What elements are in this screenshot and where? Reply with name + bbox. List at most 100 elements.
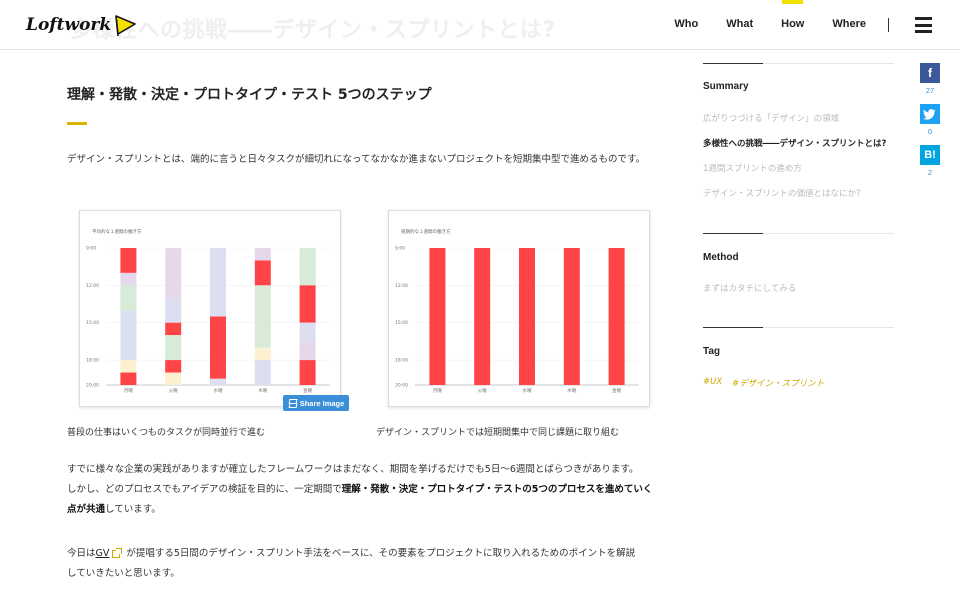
nav-how[interactable]: How [781, 0, 804, 50]
twitter-bird-icon [923, 109, 936, 120]
summary-item-active[interactable]: 多様性への挑戦――デザイン・スプリントとは? [703, 139, 887, 149]
text-span: 今日は [67, 548, 96, 559]
text-span: しています。 [105, 504, 161, 515]
bar-segment [254, 360, 271, 385]
bar-segment [254, 248, 271, 261]
nav-where[interactable]: Where [832, 18, 866, 30]
bar-segment [254, 347, 271, 361]
bar-segment [608, 248, 625, 385]
method-heading: Method [703, 252, 739, 263]
x-tick-label: 金曜 [612, 387, 621, 394]
nav-divider [888, 18, 889, 32]
y-tick-label: 20:00 [86, 383, 99, 389]
title-underline [67, 122, 87, 125]
bar-segment [210, 316, 226, 379]
bar-segment [563, 248, 580, 385]
share-image-button[interactable]: Share Image [283, 395, 349, 411]
social-facebook: f 27 [920, 63, 940, 95]
bar-segment [299, 322, 316, 342]
y-tick-label: 15:00 [395, 320, 408, 326]
bar-segment [165, 297, 182, 323]
tag-design-sprint[interactable]: #デザイン・スプリント [732, 379, 825, 389]
hamburger-menu-icon[interactable] [915, 17, 932, 33]
hatena-bookmark-icon[interactable]: B! [920, 145, 940, 165]
bar-segment [254, 285, 271, 348]
bar-segment [210, 378, 226, 385]
bar-segment [165, 248, 182, 298]
bar-segment [120, 285, 137, 311]
bar-segment [165, 372, 182, 385]
bar-segment [519, 248, 535, 385]
bar-segment [429, 248, 446, 385]
bar-segment [165, 335, 182, 361]
x-tick-label: 水曜 [214, 387, 223, 394]
method-item[interactable]: まずはカタチにしてみる [703, 284, 797, 294]
figure-caption-1: 普段の仕事はいくつものタスクが同時並行で進む [67, 428, 266, 438]
layers-icon [288, 399, 296, 407]
facebook-count: 27 [925, 86, 935, 95]
bar-segment [165, 322, 182, 336]
bar-segment [210, 248, 226, 317]
y-tick-label: 9:00 [395, 246, 405, 252]
site-header: 多様性への挑戦――デザイン・スプリントとは? Loftwork Who What… [0, 0, 960, 50]
sidebar-divider [703, 327, 894, 328]
bar-segment [299, 360, 316, 385]
bar-segment [254, 260, 271, 286]
hatena-count: 2 [927, 168, 933, 177]
y-tick-label: 12:00 [395, 283, 408, 289]
text-span: が提唱する5日間のデザイン・スプリント手法をベースに、その要素をプロジェクトに取… [126, 548, 636, 559]
summary-item[interactable]: 広がりつづける「デザイン」の領域 [703, 114, 840, 124]
section-title: 理解・発散・決定・プロトタイプ・テスト 5つのステップ [67, 87, 432, 103]
summary-item[interactable]: デザイン・スプリントの価値とはなにか? [703, 189, 861, 199]
nav-who[interactable]: Who [674, 18, 699, 30]
paragraph-line: 今日はGV が提唱する5日間のデザイン・スプリント手法をベースに、その要素をプロジ… [67, 544, 635, 564]
lead-paragraph: デザイン・スプリントとは、端的に言うと日々タスクが細切れになってなかなか進まない… [67, 154, 646, 165]
facebook-icon[interactable]: f [920, 63, 940, 83]
social-twitter: 0 [920, 104, 940, 136]
gv-link[interactable]: GV [95, 548, 110, 559]
tag-heading: Tag [703, 346, 721, 357]
x-tick-label: 金曜 [303, 387, 312, 394]
y-tick-label: 18:00 [395, 358, 408, 364]
figure-normal-week: 平均的な１週間の働き方 9:00 12:00 15:00 18:00 20:00 月曜 火曜 水… [79, 210, 341, 407]
x-tick-label: 火曜 [478, 388, 487, 394]
share-image-label: Share Image [299, 398, 345, 408]
sidebar-divider [703, 63, 894, 64]
x-tick-label: 月曜 [433, 388, 442, 394]
paragraph-gv: 今日はGV が提唱する5日間のデザイン・スプリント手法をベースに、その要素をプロジ… [67, 544, 635, 584]
bar-segment [120, 360, 137, 373]
bar-segment [165, 360, 182, 373]
loftwork-logo[interactable]: Loftwork [26, 11, 138, 39]
bar-segment [299, 248, 316, 286]
y-tick-label: 20:00 [395, 383, 408, 389]
bold-text: 理解・発散・決定・プロトタイプ・テストの5つのプロセスを進めていく [341, 484, 653, 495]
bar-segment [120, 272, 137, 286]
y-tick-label: 12:00 [86, 283, 99, 289]
external-link-icon [112, 547, 123, 558]
bar-segment [474, 248, 491, 385]
paragraph-line: していきたいと思います。 [67, 568, 180, 579]
bar-segment [120, 248, 137, 273]
figure-caption-2: デザイン・スプリントでは短期間集中で同じ課題に取り組む [376, 428, 620, 438]
twitter-icon[interactable] [920, 104, 940, 124]
sidebar-divider [703, 233, 894, 234]
x-tick-label: 木曜 [258, 387, 267, 394]
chart-title: 平均的な１週間の働き方 [92, 228, 142, 235]
bold-text: 点が共通 [67, 504, 106, 515]
x-tick-label: 火曜 [169, 388, 178, 394]
nav-what[interactable]: What [726, 18, 754, 30]
x-tick-label: 月曜 [124, 388, 133, 394]
summary-item[interactable]: 1週間スプリントの進め方 [703, 164, 802, 174]
bar-segment [120, 310, 137, 361]
ghost-article-title: 多様性への挑戦――デザイン・スプリントとは? [70, 18, 556, 43]
social-hatena: B! 2 [920, 145, 940, 177]
tag-ux[interactable]: #UX [703, 377, 723, 387]
bar-segment [299, 341, 316, 361]
summary-heading: Summary [703, 81, 749, 92]
paragraph-line: すでに様々な企業の実践がありますが確立したフレームワークはまだなく、期間を挙げる… [67, 464, 639, 475]
chart-sprint-week: 週期的な１週間の働き方 9:00 12:00 15:00 18:00 20:00 月曜 火曜 水… [395, 228, 639, 394]
figure-sprint-week: 週期的な１週間の働き方 9:00 12:00 15:00 18:00 20:00 月曜 火曜 水… [388, 210, 650, 407]
paragraph-line: しかし、どのプロセスでもアイデアの検証を目的に、一定期間で理解・発散・決定・プロ… [67, 480, 652, 500]
chart-normal-week: 平均的な１週間の働き方 9:00 12:00 15:00 18:00 20:00 月曜 火曜 水… [86, 228, 330, 394]
main-nav: Who What How Where [660, 0, 960, 50]
